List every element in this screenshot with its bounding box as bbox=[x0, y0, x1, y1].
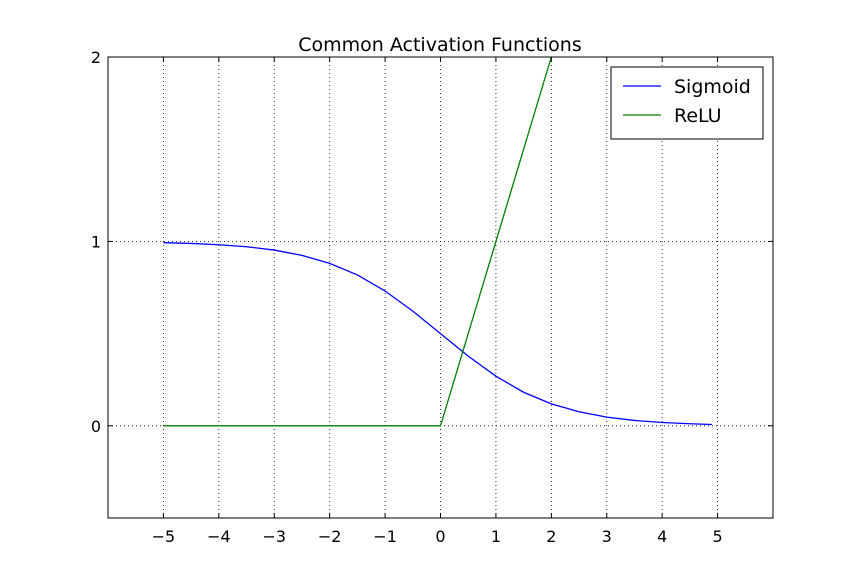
y-tick-label: 2 bbox=[91, 48, 101, 67]
x-tick-label: −4 bbox=[207, 527, 231, 546]
y-tick-label: 0 bbox=[91, 417, 101, 436]
x-tick-label: −5 bbox=[152, 527, 176, 546]
x-tick-label: −3 bbox=[262, 527, 286, 546]
x-tick-label: 3 bbox=[602, 527, 612, 546]
x-tick-label: −1 bbox=[373, 527, 397, 546]
legend-box bbox=[610, 66, 764, 140]
legend: Sigmoid ReLU bbox=[610, 66, 764, 140]
ticks: −5 −4 −3 −2 −1 0 1 2 3 4 5 0 1 2 bbox=[91, 48, 773, 546]
series-line-relu bbox=[163, 57, 552, 427]
x-tick-label: 0 bbox=[435, 527, 445, 546]
x-tick-label: −2 bbox=[318, 527, 342, 546]
series-line-sigmoid bbox=[163, 242, 713, 426]
plot-frame bbox=[107, 56, 774, 519]
x-tick-label: 4 bbox=[657, 527, 667, 546]
series-lines bbox=[163, 57, 713, 427]
legend-label-sigmoid: Sigmoid bbox=[674, 76, 751, 98]
y-tick-label: 1 bbox=[91, 232, 101, 251]
x-tick-label: 2 bbox=[546, 527, 556, 546]
x-tick-label: 1 bbox=[491, 527, 501, 546]
x-tick-label: 5 bbox=[712, 527, 722, 546]
legend-label-relu: ReLU bbox=[674, 105, 722, 127]
chart-title: Common Activation Functions bbox=[298, 34, 582, 56]
